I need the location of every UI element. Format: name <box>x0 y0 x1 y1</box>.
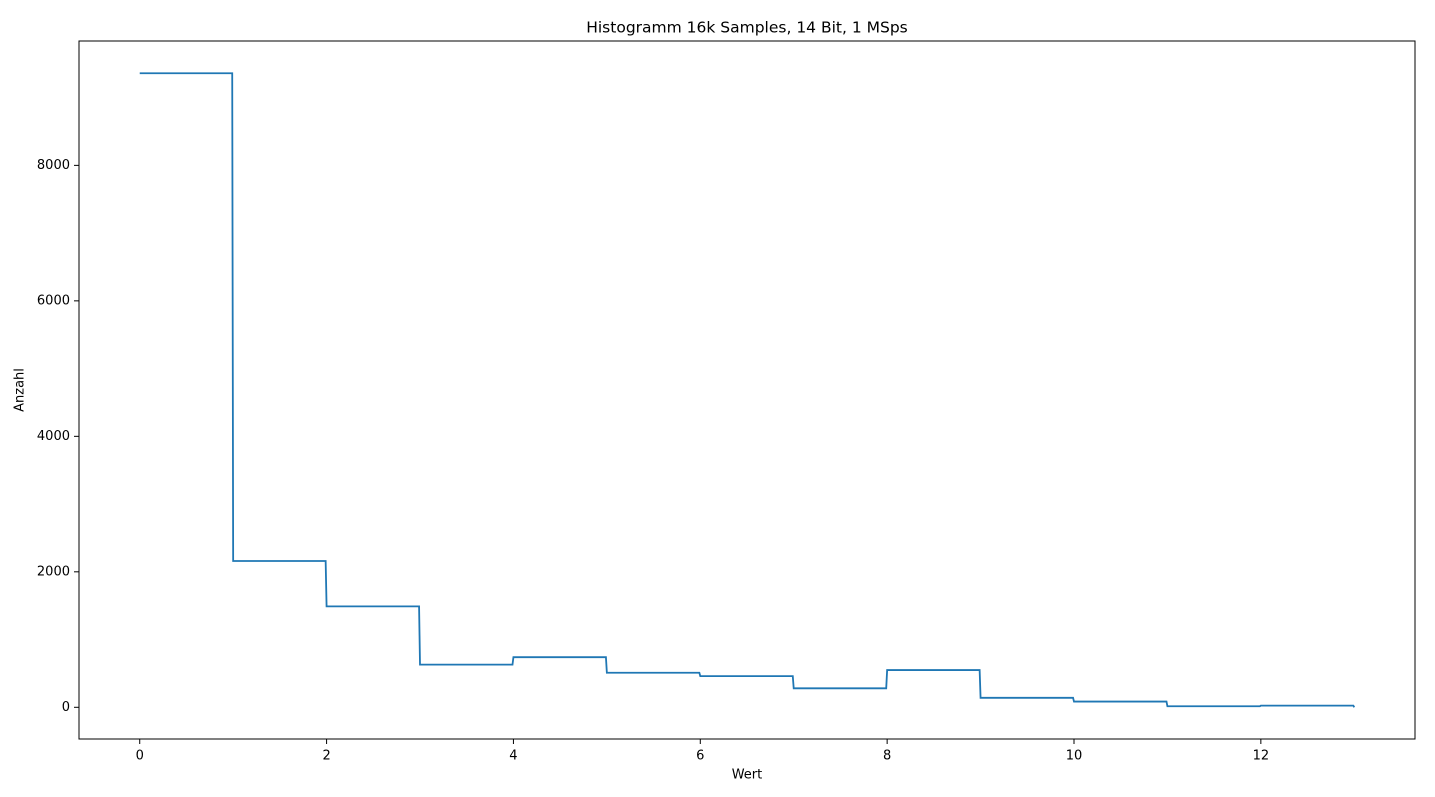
x-tick-label: 12 <box>1253 749 1270 764</box>
x-tick-label: 4 <box>509 749 517 764</box>
data-line <box>139 72 1356 708</box>
x-tick-label: 10 <box>1066 749 1083 764</box>
x-tick-label: 6 <box>696 749 704 764</box>
y-tick-label: 6000 <box>37 293 70 308</box>
x-tick-label: 8 <box>883 749 891 764</box>
chart-title: Histogramm 16k Samples, 14 Bit, 1 MSps <box>586 19 908 37</box>
y-tick-label: 0 <box>62 700 70 715</box>
y-axis-label: Anzahl <box>13 368 28 412</box>
x-tick-label: 2 <box>322 749 330 764</box>
x-tick-label: 0 <box>136 749 144 764</box>
y-tick-label: 8000 <box>37 158 70 173</box>
y-tick-label: 2000 <box>37 564 70 579</box>
plot-frame <box>78 40 1416 740</box>
y-tick-label: 4000 <box>37 429 70 444</box>
x-axis-label: Wert <box>732 768 763 783</box>
